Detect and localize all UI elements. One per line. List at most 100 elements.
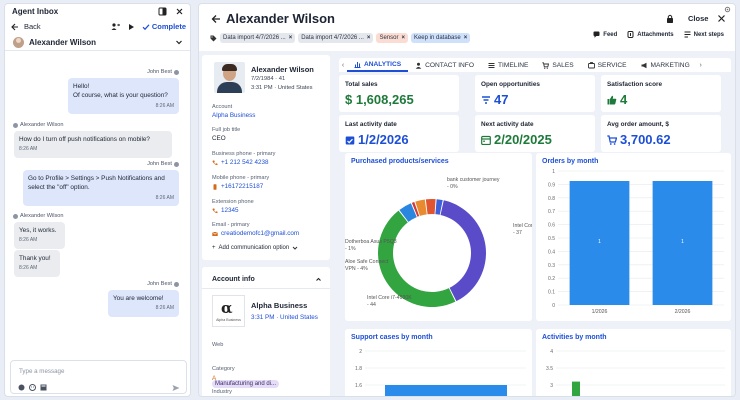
field-label: Business phone - primary (212, 151, 276, 157)
attachments-button[interactable]: Attachments (627, 31, 674, 38)
tab-timeline[interactable]: TIMELINE (481, 58, 535, 72)
kpi-label: Open opportunities (481, 81, 540, 88)
y-tick-label: 1 (552, 169, 555, 175)
message-text: Yes, it works. (19, 227, 57, 234)
message-bubble: Thank you! 8:26 AM (14, 250, 60, 277)
account-name: Alpha Business (251, 301, 308, 310)
kpi-open-opportunities: Open opportunities 47 (475, 75, 595, 112)
kpi-label: Total sales (345, 81, 378, 88)
message-time: 8:26 AM (155, 102, 174, 109)
next-steps-button[interactable]: Next steps (684, 31, 724, 38)
tag-chip[interactable]: Data import 4/7/2026 ... × (298, 33, 374, 43)
back-button[interactable]: Back (11, 22, 106, 31)
close-icon[interactable] (717, 14, 726, 23)
phone-icon (212, 160, 218, 166)
bar[interactable] (652, 181, 713, 305)
message-time: 8:26 AM (155, 305, 174, 312)
inbox-header: Agent Inbox (5, 4, 190, 19)
remove-tag-icon[interactable]: × (366, 35, 371, 41)
field-label: Category (212, 366, 235, 372)
chevron-up-icon[interactable] (315, 276, 322, 283)
avatar-icon (13, 122, 18, 128)
category-value: A (212, 375, 217, 382)
emoji-icon[interactable] (29, 384, 36, 391)
attach-icon[interactable] (18, 384, 25, 391)
message-text: Hello! (73, 83, 90, 90)
bar[interactable] (572, 381, 580, 397)
tab-analytics[interactable]: ANALYTICS (347, 58, 409, 72)
message-bubble: How do I turn off push notifications on … (14, 131, 172, 158)
tag-chip[interactable]: Data import 4/7/2026 ... × (220, 33, 296, 43)
send-icon[interactable] (172, 384, 180, 392)
bar[interactable] (569, 181, 630, 305)
window-icon[interactable] (157, 6, 168, 17)
account-link[interactable]: Alpha Business (212, 112, 256, 119)
donut-slice[interactable] (415, 199, 427, 216)
transfer-icon[interactable] (111, 22, 121, 32)
tab-service[interactable]: SERVICE (581, 58, 634, 72)
mail-icon (212, 231, 218, 237)
donut-slice[interactable] (435, 199, 443, 215)
activities-chart-panel: Activities by month 4 3.5 3 (536, 329, 731, 397)
phone-icon (212, 208, 218, 214)
template-icon[interactable] (40, 384, 47, 391)
message-time: 8:26 AM (19, 265, 38, 272)
message-input[interactable]: Type a message (19, 368, 65, 375)
close-button[interactable]: Close (688, 14, 709, 23)
tags-icon (210, 35, 217, 42)
bar-data-label: 1 (681, 239, 684, 245)
bar-data-label: 1 (598, 239, 601, 245)
message-sender: Alexander Wilson (13, 122, 64, 128)
chevron-right-icon[interactable]: › (699, 61, 702, 69)
close-icon[interactable] (174, 6, 185, 17)
tab-bar: ‹ ANALYTICS CONTACT INFO TIMELINE SALES … (339, 58, 731, 72)
tab-contact-info[interactable]: CONTACT INFO (408, 58, 481, 72)
donut-slice[interactable] (425, 199, 436, 215)
donut-slice[interactable] (440, 200, 486, 302)
tab-sales[interactable]: SALES (535, 58, 580, 72)
message-composer[interactable]: Type a message (10, 360, 187, 394)
y-tick-label: 1.8 (355, 366, 362, 372)
donut-slice[interactable] (377, 210, 456, 307)
complete-button[interactable]: Complete (142, 22, 186, 31)
kpi-value: 3,700.62 (620, 132, 671, 147)
remove-tag-icon[interactable]: × (463, 35, 468, 41)
remove-tag-icon[interactable]: × (288, 35, 293, 41)
feed-button[interactable]: Feed (593, 31, 617, 38)
field-label: Industry (212, 389, 232, 395)
add-communication-button[interactable]: + Add communication option (212, 245, 298, 251)
slice-label: - 44 (367, 302, 376, 308)
mobile-icon (212, 183, 218, 190)
extension-phone[interactable]: 12345 (212, 207, 239, 214)
play-icon[interactable] (126, 22, 136, 32)
business-phone[interactable]: +1 212 542 4238 (212, 159, 268, 166)
contact-selector[interactable]: Alexander Wilson (5, 34, 190, 51)
y-tick-label: 0.9 (548, 182, 555, 188)
email-link[interactable]: creatiodemofc1@gmail.com (212, 230, 299, 237)
gear-icon[interactable] (724, 6, 731, 13)
avatar-icon (13, 213, 18, 219)
chat-icon (593, 31, 600, 38)
tab-marketing[interactable]: MARKETING (634, 58, 697, 72)
field-label: Full job title (212, 127, 241, 133)
slice-label: - 0% (447, 184, 458, 190)
tag-chip[interactable]: Keep in database × (410, 33, 471, 43)
message-bubble: Go to Profile > Settings > Push Notifica… (23, 170, 179, 206)
account-logo: α Alpha Business (212, 295, 245, 327)
donut-slice[interactable] (411, 201, 420, 217)
mobile-phone[interactable]: +16172215187 (212, 183, 263, 190)
message-text: Of course, what is your question? (73, 92, 168, 100)
back-arrow-icon[interactable] (211, 14, 221, 24)
message-bubble: Hello! Of course, what is your question?… (68, 78, 179, 114)
donut-slice[interactable] (399, 203, 417, 222)
y-tick-label: 3 (550, 383, 553, 389)
message-sender: John Best (147, 161, 179, 167)
bar[interactable] (385, 385, 507, 397)
tag-chip[interactable]: Sensor × (376, 33, 408, 43)
chevron-left-icon[interactable]: ‹ (341, 61, 345, 69)
y-tick-label: 0.7 (548, 209, 555, 215)
donut-chart: Intel Core i5-4670K- 37 Intel Core i7-493… (345, 177, 532, 308)
message-time: 8:26 AM (19, 146, 38, 153)
remove-tag-icon[interactable]: × (401, 35, 405, 41)
header-actions: Feed Attachments Next steps (593, 31, 724, 38)
